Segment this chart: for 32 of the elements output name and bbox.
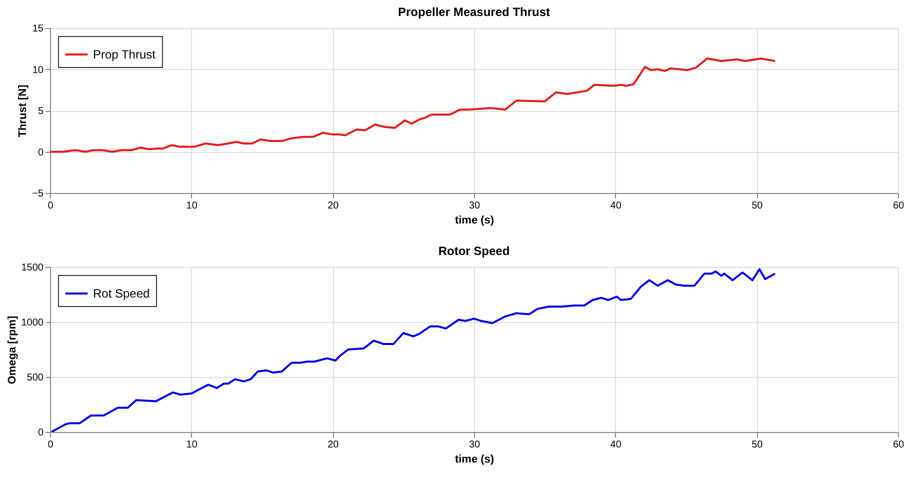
y-tick-label: 10 bbox=[32, 64, 44, 76]
x-tick-label: 60 bbox=[892, 440, 904, 450]
x-tick-label: 10 bbox=[186, 440, 198, 450]
chart-title: Rotor Speed bbox=[438, 244, 510, 258]
y-tick-label: −5 bbox=[32, 188, 44, 200]
x-axis-title: time (s) bbox=[454, 454, 494, 466]
y-tick-label: 5 bbox=[38, 106, 44, 117]
chart-title: Propeller Measured Thrust bbox=[398, 5, 550, 19]
x-tick-label: 50 bbox=[752, 440, 764, 450]
x-tick-label: 40 bbox=[610, 440, 622, 450]
x-tick-label: 30 bbox=[468, 440, 480, 450]
x-tick-label: 0 bbox=[48, 440, 54, 450]
y-tick-label: 1000 bbox=[21, 318, 44, 328]
y-axis-title: Omega [rpm] bbox=[6, 315, 18, 384]
y-tick-label: 1500 bbox=[21, 262, 44, 274]
y-tick-label: 0 bbox=[38, 147, 44, 158]
x-tick-label: 20 bbox=[328, 440, 340, 450]
y-tick-label: 0 bbox=[38, 428, 44, 438]
y-axis-title: Thrust [N] bbox=[17, 84, 30, 138]
x-tick-label: 60 bbox=[892, 200, 904, 212]
x-tick-label: 10 bbox=[186, 200, 198, 212]
x-tick-label: 50 bbox=[752, 200, 764, 212]
x-tick-label: 20 bbox=[328, 200, 340, 212]
x-tick-label: 0 bbox=[48, 200, 54, 212]
legend-label: Rot Speed bbox=[93, 286, 150, 300]
y-tick-label: 15 bbox=[32, 24, 44, 34]
legend-label: Prop Thrust bbox=[93, 48, 156, 62]
line-series bbox=[50, 268, 776, 432]
x-axis-title: time (s) bbox=[454, 214, 494, 226]
x-tick-label: 40 bbox=[610, 200, 622, 212]
y-tick-label: 500 bbox=[26, 372, 44, 384]
x-tick-label: 30 bbox=[468, 200, 480, 212]
